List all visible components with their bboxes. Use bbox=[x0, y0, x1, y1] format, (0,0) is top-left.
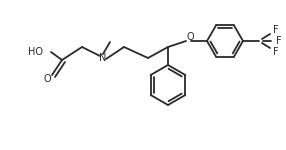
Text: F: F bbox=[273, 25, 279, 35]
Text: O: O bbox=[186, 32, 194, 42]
Text: N: N bbox=[99, 53, 107, 63]
Text: HO: HO bbox=[28, 47, 43, 57]
Text: F: F bbox=[273, 47, 279, 57]
Text: F: F bbox=[276, 36, 282, 46]
Text: O: O bbox=[43, 74, 51, 84]
